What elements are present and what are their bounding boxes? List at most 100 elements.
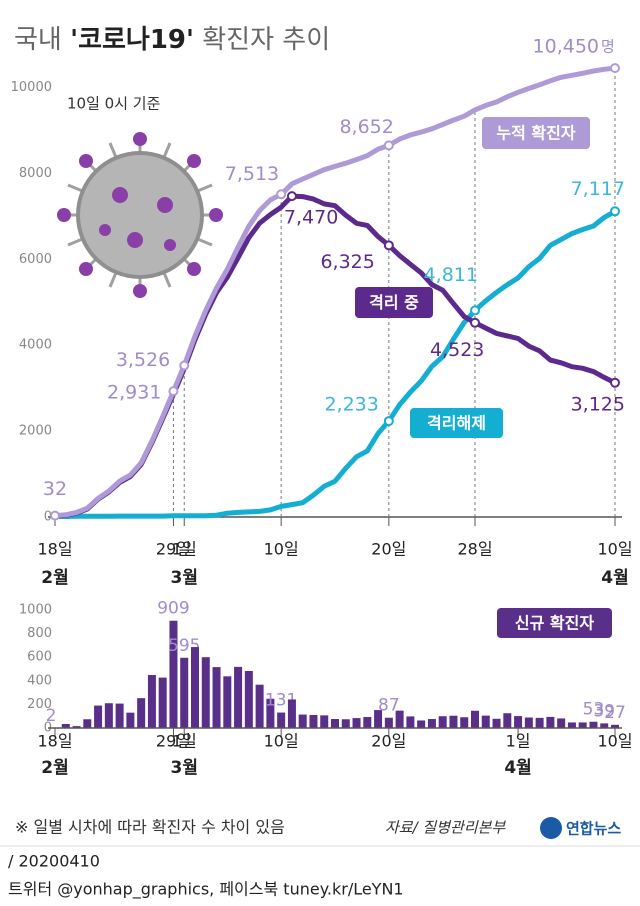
value-label: 53	[583, 700, 605, 720]
value-label: 4,523	[430, 339, 484, 361]
value-label: 7,117	[571, 178, 625, 200]
bar	[94, 705, 103, 728]
bar	[363, 717, 372, 728]
series-line	[54, 65, 616, 519]
x-tick-label: 1일	[172, 540, 197, 559]
bar	[417, 720, 426, 728]
x-tick-label: 29일	[156, 540, 191, 559]
point	[168, 386, 179, 397]
chart-tag: 신규 확진자	[515, 614, 594, 633]
value-label: 4,811	[424, 264, 478, 286]
point	[276, 189, 287, 200]
bar	[158, 677, 167, 728]
bar	[212, 667, 221, 728]
logo-icon	[540, 817, 562, 839]
y-tick-label: 0	[44, 721, 52, 736]
x-tick-label: 1일	[506, 732, 531, 751]
value-label: 7,470	[284, 207, 338, 229]
x-tick-label: 20일	[371, 540, 406, 559]
bar	[191, 647, 199, 728]
logo: 연합뉴스	[566, 820, 621, 838]
x-tick-label: 28일	[457, 540, 492, 559]
value-label: 7,513	[225, 163, 279, 185]
series-tag: 누적 확진자	[496, 124, 575, 143]
point	[470, 305, 480, 316]
point	[610, 377, 620, 388]
bar	[83, 719, 92, 728]
value-label: 909	[157, 599, 189, 619]
virus-illustration	[57, 132, 223, 298]
bar	[277, 712, 286, 728]
bar	[406, 716, 415, 728]
point	[610, 206, 620, 217]
y-tick-label: 10000	[11, 80, 52, 95]
bar	[611, 724, 619, 728]
bar	[309, 715, 318, 728]
value-label: 3,125	[571, 393, 625, 415]
series-tag: 격리 중	[369, 293, 419, 312]
bar	[395, 710, 404, 728]
bar	[298, 714, 307, 728]
bar	[147, 675, 156, 728]
y-tick-label: 6000	[19, 252, 52, 267]
series-tag: 격리해제	[427, 414, 486, 433]
bar	[438, 716, 447, 728]
x-tick-label: 18일	[37, 540, 72, 559]
x-group-label: 2월	[41, 568, 68, 588]
value-label: 87	[378, 696, 400, 716]
point	[286, 191, 297, 202]
bar	[481, 715, 490, 728]
bar	[341, 719, 350, 728]
point	[610, 63, 620, 74]
x-tick-label: 10일	[597, 732, 632, 751]
value-label: 32	[43, 478, 67, 500]
bar	[449, 715, 458, 728]
bar	[104, 703, 113, 728]
x-group-label: 4월	[504, 758, 531, 778]
bar	[578, 722, 587, 728]
bar	[460, 717, 469, 728]
bar	[352, 718, 361, 728]
y-tick-label: 2000	[19, 424, 52, 439]
bar	[546, 716, 555, 728]
chart-tag-box	[497, 608, 612, 638]
bar	[331, 719, 339, 728]
value-label: 27	[604, 703, 626, 723]
y-tick-label: 4000	[19, 338, 52, 353]
bar	[287, 699, 296, 728]
point	[383, 140, 394, 151]
bar	[589, 721, 598, 728]
x-group-label: 3월	[170, 758, 197, 778]
bar	[503, 713, 512, 728]
x-tick-label: 20일	[371, 732, 406, 751]
bar	[524, 717, 533, 728]
footnote: ※ 일별 시차에 따라 확진자 수 차이 있음	[15, 818, 285, 837]
y-tick-label: 800	[27, 626, 52, 641]
series-tag-box	[410, 408, 503, 438]
bar	[180, 657, 189, 728]
bar	[137, 698, 146, 728]
y-tick-label: 1000	[19, 603, 52, 618]
title: 국내 '코로나19' 확진자 추이	[14, 25, 330, 55]
bar	[600, 723, 609, 728]
bar	[61, 723, 70, 728]
credit: 트위터 @yonhap_graphics, 페이스북 tuney.kr/LeYN…	[8, 880, 404, 900]
x-group-label: 4월	[601, 568, 628, 588]
value-label: 2	[46, 706, 57, 726]
point	[179, 360, 190, 371]
x-tick-label: 1일	[172, 732, 197, 751]
x-tick-label: 10일	[264, 540, 299, 559]
point	[50, 510, 60, 521]
date: / 20200410	[8, 852, 100, 871]
bar	[72, 726, 81, 728]
bar	[492, 718, 501, 728]
y-tick-label: 200	[27, 697, 52, 712]
series-line	[55, 209, 617, 519]
bar	[244, 671, 253, 728]
bar	[374, 710, 383, 728]
bar	[384, 717, 393, 728]
value-label: 39	[593, 701, 615, 721]
y-tick-label: 400	[27, 673, 52, 688]
series-tag-box	[482, 117, 590, 149]
bar	[126, 712, 135, 728]
